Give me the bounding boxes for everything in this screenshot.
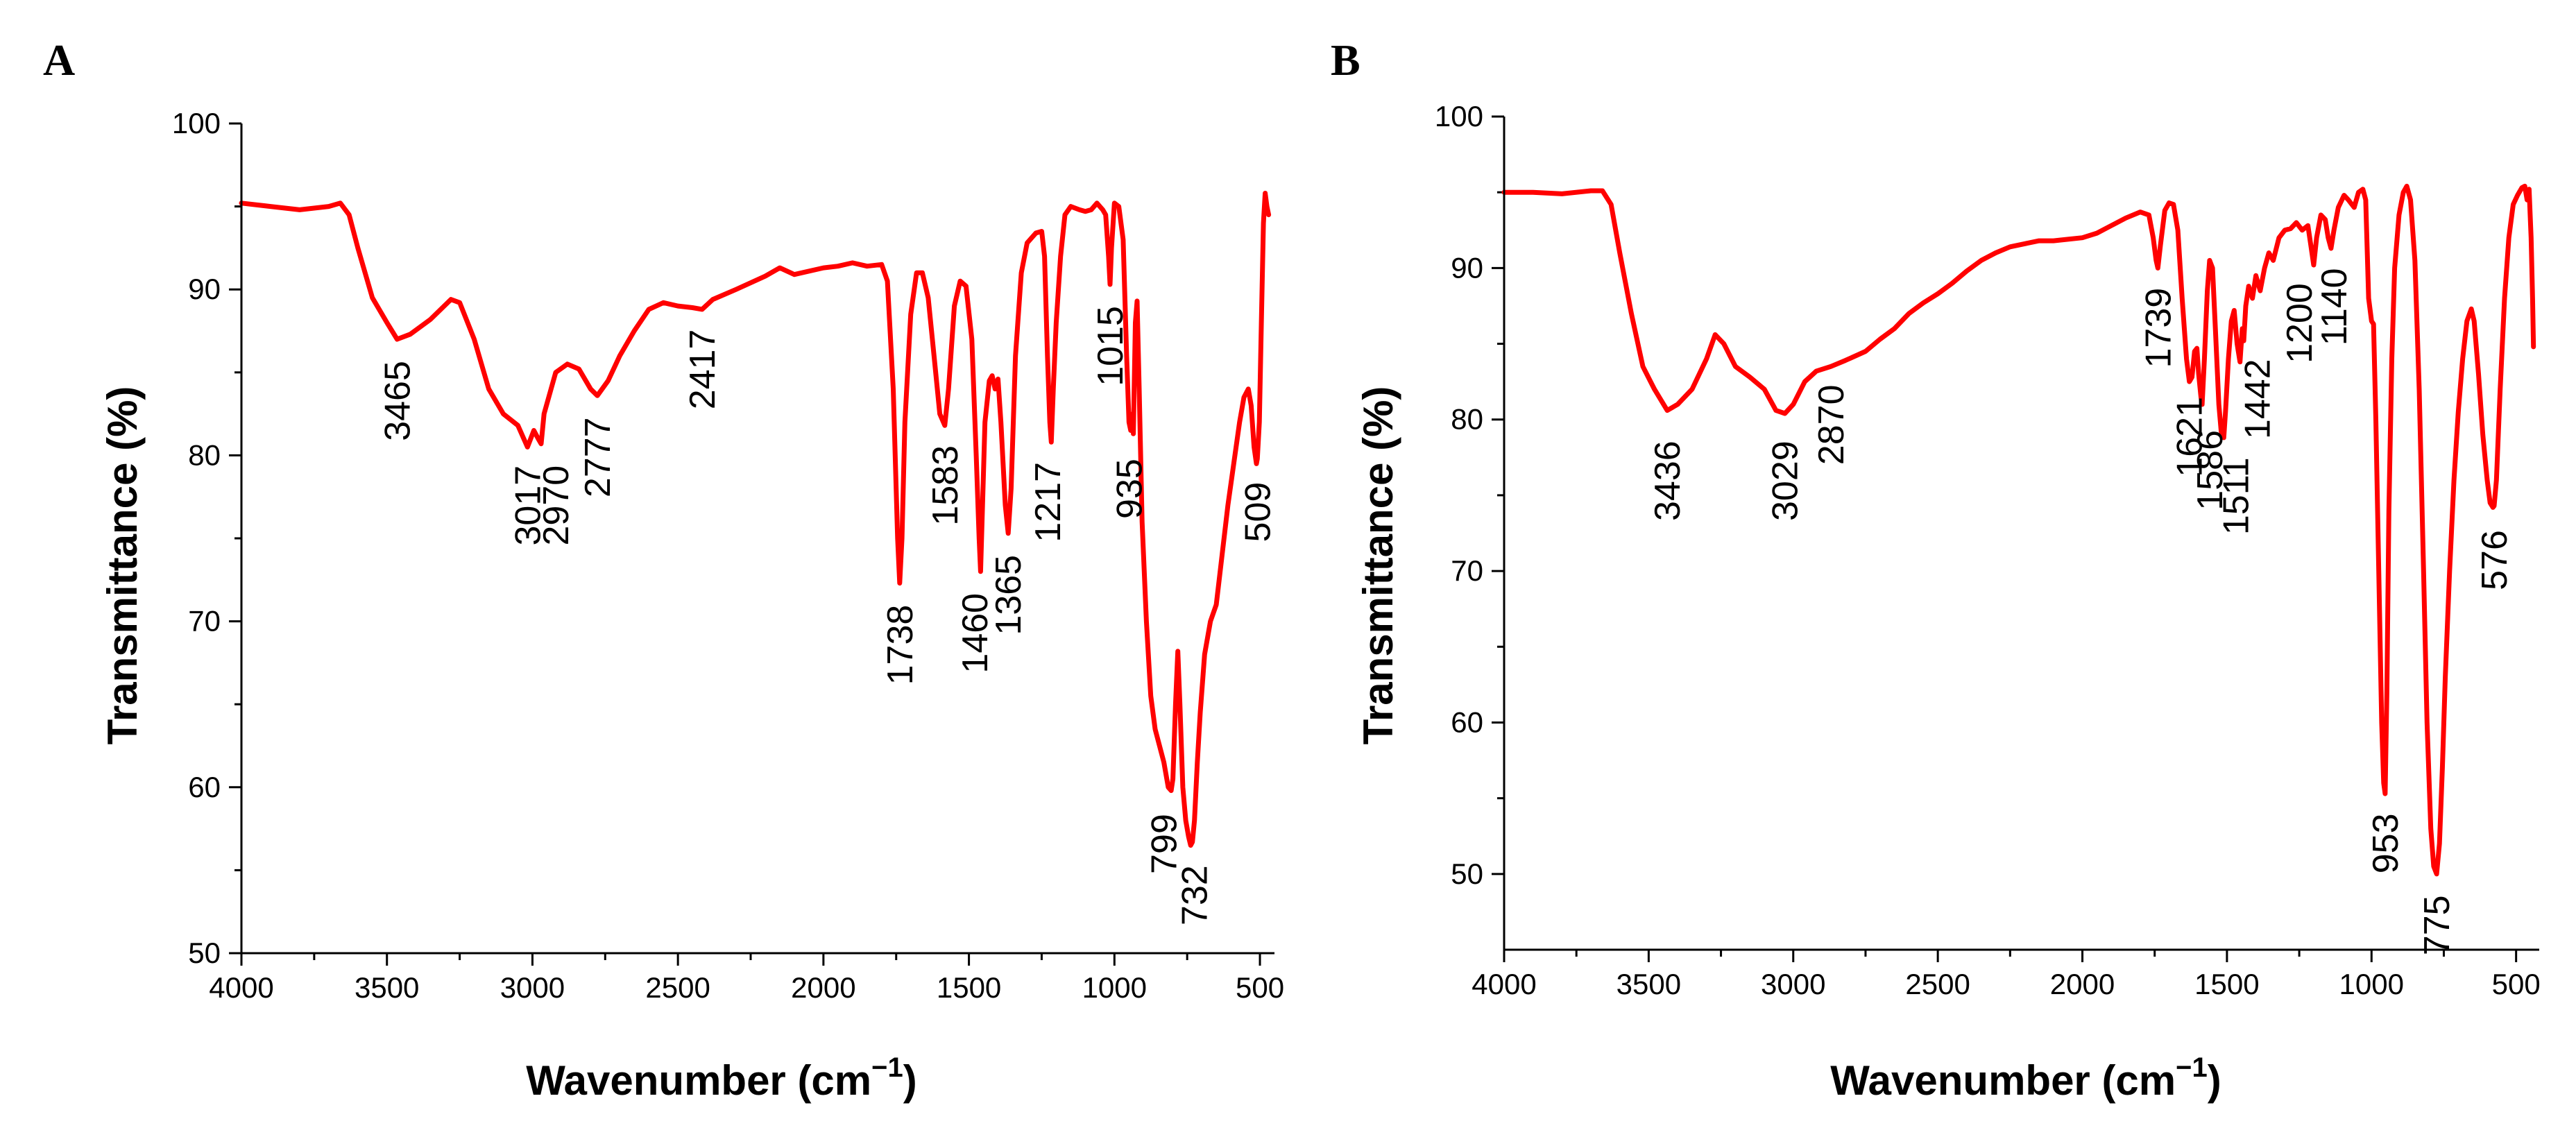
panel-a-peak-label: 3017 (508, 465, 548, 546)
panel-b-y-tick-label: 50 (1451, 857, 1483, 890)
panel-a-peak-label: 1460 (955, 593, 996, 674)
panel-a-x-tick-label: 3000 (500, 971, 565, 1004)
panel-a-peak-label: 2970 (536, 465, 577, 546)
panel-a-x-tick-label: 500 (1236, 971, 1284, 1004)
panel-a-x-axis-title-main: Wavenumber (cm (526, 1057, 871, 1104)
panel-b-x-axis-title: Wavenumber (cm−1) (1830, 1052, 2221, 1104)
panel-b-peak-label: 1739 (2138, 288, 2178, 368)
panel-b-chart: B Transmittance (%) Wavenumber (cm−1) 40… (1331, 35, 2541, 1104)
panel-b-y-tick-label: 70 (1451, 554, 1483, 587)
panel-a-peak-label: 2417 (683, 330, 723, 410)
panel-a-x-tick-label: 3500 (355, 971, 419, 1004)
panel-b-x-tick-label: 4000 (1472, 968, 1536, 1000)
panel-b-x-axis-title-main: Wavenumber (cm (1830, 1057, 2176, 1104)
panel-a-peak-label: 1365 (989, 555, 1029, 635)
panel-a-y-axis-title: Transmittance (%) (99, 386, 146, 745)
panel-b-x-tick-label: 1500 (2194, 968, 2259, 1000)
panel-b-spectrum-line (1501, 183, 2536, 877)
panel-b-y-tick-label: 80 (1451, 403, 1483, 436)
panel-a-peak-label: 935 (1109, 459, 1150, 519)
panel-a-x-tick-label: 4000 (209, 971, 273, 1004)
panel-a-marks: 4000 3500 3000 2500 2000 1500 1000 500 50 60 70 80 9… (172, 107, 1284, 1004)
panel-b-peak-label: 1621 (2170, 397, 2210, 477)
panel-b-x-tick-label: 3500 (1617, 968, 1681, 1000)
panel-a-x-tick-label: 1000 (1082, 971, 1147, 1004)
panel-a-x-axis-title: Wavenumber (cm−1) (526, 1052, 917, 1104)
panel-a-chart: A Transmittance (%) Wavenumber (cm−1) 40… (43, 35, 1284, 1104)
panel-b-x-axis-title-sup: −1 (2176, 1052, 2208, 1083)
panel-a-peak-label: 799 (1145, 814, 1185, 874)
panel-a-y-tick-label: 60 (188, 771, 221, 803)
panel-b-peak-label: 1140 (2314, 268, 2355, 345)
panel-a-y-tick-label: 80 (188, 438, 221, 471)
panel-a-peak-label: 2777 (578, 417, 618, 497)
panel-b-x-tick-label: 3000 (1761, 968, 1825, 1000)
panel-b-x-tick-label: 2500 (1905, 968, 1970, 1000)
panel-b-x-tick-label: 500 (2492, 968, 2541, 1000)
panel-a-peak-label: 509 (1238, 482, 1278, 542)
panel-b-peak-label: 953 (2366, 814, 2406, 874)
panel-b-peak-label: 775 (2417, 895, 2457, 955)
panel-b-marks: 4000 3500 3000 2500 2000 1500 1000 500 50 60 70 80 9… (1435, 100, 2541, 1000)
panel-a-peak-label: 1015 (1091, 306, 1131, 386)
panel-a-y-tick-label: 90 (188, 273, 221, 305)
panel-b-x-tick-label: 2000 (2050, 968, 2115, 1000)
panel-a-peak-label: 1217 (1028, 462, 1068, 542)
panel-a-peak-label: 1583 (926, 445, 966, 526)
panel-b-peak-label: 3029 (1766, 441, 1806, 521)
panel-b-y-tick-label: 60 (1451, 706, 1483, 738)
panel-a-x-axis-title-sup: −1 (871, 1052, 903, 1083)
panel-a-y-tick-label: 50 (188, 937, 221, 969)
panel-b-peak-label: 2870 (1811, 385, 1852, 465)
panel-a-spectrum-line (239, 191, 1272, 848)
panel-b-y-axis-title: Transmittance (%) (1355, 386, 1401, 745)
panel-a-x-axis-title-tail: ) (903, 1057, 917, 1104)
panel-b-x-tick-label: 1000 (2339, 968, 2404, 1000)
panel-b-peak-label: 3436 (1648, 441, 1688, 521)
panel-b-peak-label: 1442 (2238, 359, 2278, 439)
panel-a-peak-label: 3465 (377, 361, 418, 441)
panel-b-x-axis-title-tail: ) (2208, 1057, 2221, 1104)
panel-a-peak-label: 1738 (880, 605, 921, 685)
panel-b-peak-label: 1586 (2190, 430, 2230, 511)
panel-b-peak-label: 1200 (2280, 283, 2320, 364)
panel-b-peak-label: 576 (2475, 530, 2515, 590)
panel-b-peak-label: 1511 (2216, 457, 2256, 535)
panel-a-x-tick-label: 2000 (791, 971, 855, 1004)
panel-a-label: A (43, 35, 75, 85)
panel-b-label: B (1331, 35, 1360, 85)
panel-b-y-tick-label: 100 (1435, 100, 1483, 133)
panel-a-x-tick-label: 2500 (645, 971, 710, 1004)
panel-b-y-tick-label: 90 (1451, 251, 1483, 284)
panel-a-y-tick-label: 70 (188, 605, 221, 638)
panel-a-x-tick-label: 1500 (937, 971, 1001, 1004)
panel-a-y-tick-label: 100 (172, 107, 221, 139)
panel-a-peak-label: 732 (1175, 865, 1216, 925)
